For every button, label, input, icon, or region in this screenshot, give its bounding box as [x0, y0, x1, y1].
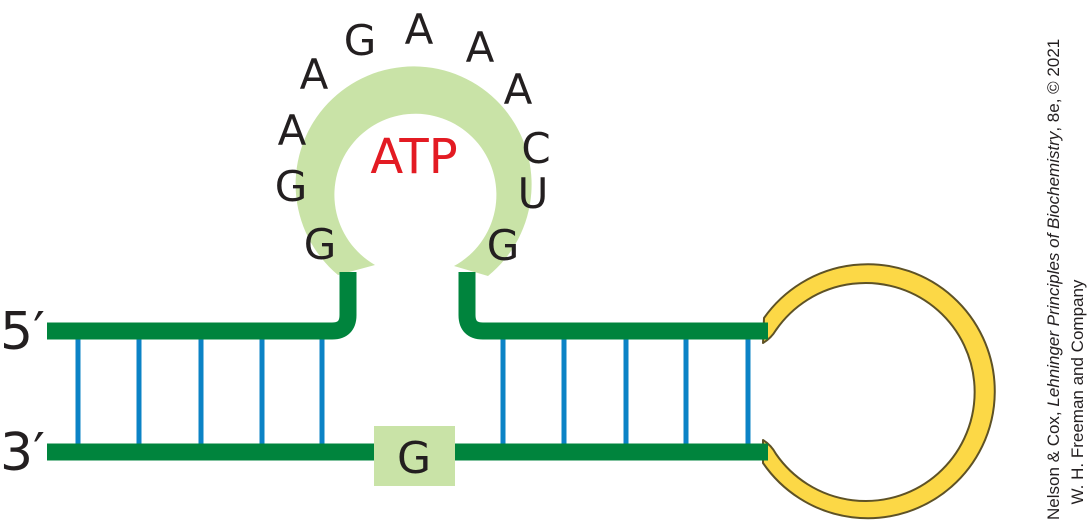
loop-base: G: [487, 221, 520, 270]
credit-book-title: Lehninger Principles of Biochemistry: [1044, 130, 1063, 406]
credit-edition: , 8e, © 2021: [1044, 39, 1063, 132]
loop-base: C: [521, 124, 550, 173]
loop-base: A: [278, 106, 307, 155]
credit-line-2: W. H. Freeman and Company: [1068, 279, 1087, 504]
five-prime-label: 5′: [0, 302, 45, 362]
loop-base: G: [344, 16, 377, 65]
credit-line-1: Nelson & Cox, Lehninger Principles of Bi…: [1044, 39, 1063, 520]
loop-base: A: [300, 50, 329, 99]
loop-base: G: [275, 162, 308, 211]
top-strand-left-backbone: [47, 272, 357, 340]
terminal-loop: [762, 263, 996, 520]
loop-base: A: [504, 65, 533, 114]
bulge-base: G: [397, 433, 431, 484]
aptamer-loop-background: [295, 66, 532, 276]
bulge-base-box: [374, 426, 455, 486]
credit-block: Nelson & Cox, Lehninger Principles of Bi…: [1044, 39, 1087, 520]
top-strand-right-backbone: [458, 272, 768, 340]
aptamer-loop-bases: G G A A G A A A C U G: [275, 5, 551, 270]
base-pair-rungs: [75, 336, 751, 446]
loop-base: A: [466, 23, 495, 72]
ligand-label: ATP: [370, 129, 457, 185]
loop-base: U: [518, 169, 549, 218]
loop-base: G: [304, 220, 337, 269]
loop-base: A: [405, 5, 434, 54]
three-prime-label: 3′: [0, 423, 45, 483]
credit-authors: Nelson & Cox,: [1044, 407, 1063, 520]
